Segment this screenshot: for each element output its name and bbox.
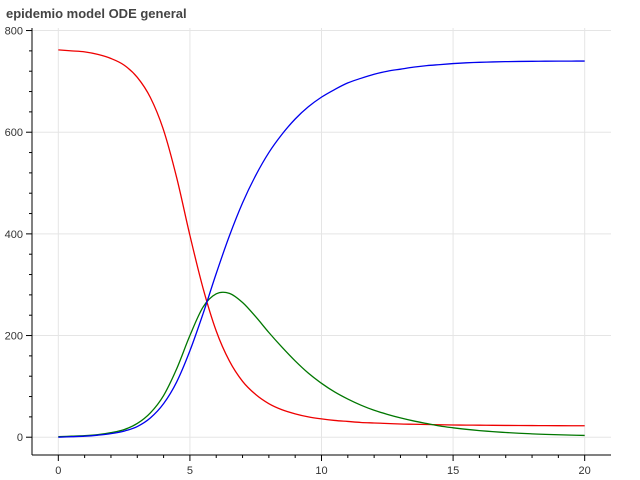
y-tick-label: 600 xyxy=(5,127,23,139)
series-line-3 xyxy=(58,60,585,438)
series-line-1 xyxy=(58,49,585,427)
y-tick-label: 200 xyxy=(5,331,23,343)
x-tick-label: 20 xyxy=(579,465,591,477)
series-layer xyxy=(58,49,585,438)
x-tick-label: 5 xyxy=(187,465,193,477)
y-tick-label: 800 xyxy=(5,26,23,38)
series-line-2 xyxy=(58,291,585,438)
grid xyxy=(32,28,611,455)
y-tick-label: 0 xyxy=(17,432,23,444)
x-tick-label: 15 xyxy=(447,465,459,477)
chart-title: epidemio model ODE general xyxy=(6,6,187,21)
x-tick-label: 10 xyxy=(315,465,327,477)
y-tick-label: 400 xyxy=(5,229,23,241)
x-tick-label: 0 xyxy=(55,465,61,477)
